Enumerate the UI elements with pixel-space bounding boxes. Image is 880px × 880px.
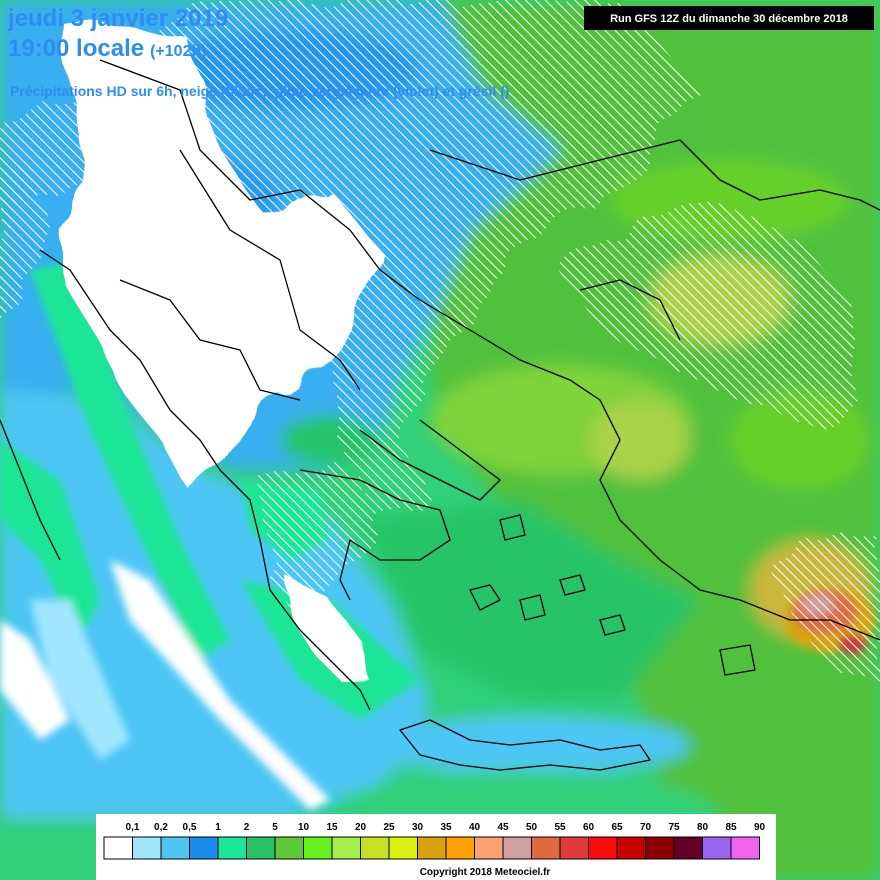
coast-north-aegean [359,419,501,501]
legend-tick-label-0: 0,1 [126,822,140,833]
legend-tick-label-1: 0,2 [154,822,168,833]
legend-swatch-12 [445,836,475,860]
legend-tick-label-11: 35 [440,822,452,833]
island-3 [559,574,586,596]
island-5 [719,644,756,676]
legend-swatch-14 [502,836,532,860]
streak-white-1 [110,560,330,810]
hatch-se [760,530,880,680]
legend-swatch-6 [274,836,304,860]
island-2 [519,594,546,621]
legend-tick-label-12: 40 [469,822,481,833]
coastlines [0,59,880,771]
legend-tick-label-21: 85 [725,822,737,833]
coast-black-sea [429,139,880,211]
date-line: jeudi 3 janvier 2019 [7,5,228,32]
time-line: 19:00 locale (+102h) [8,35,207,62]
field-yellow-green-e [590,400,690,480]
legend-swatch-2 [160,836,190,860]
legend-tick-label-14: 50 [526,822,538,833]
run-info-box [584,6,874,30]
legend-colorbar [103,836,760,860]
legend-swatch-20 [673,836,703,860]
copyright: Copyright 2018 Meteociel.fr [420,867,551,878]
legend-tick-label-22: 90 [754,822,766,833]
legend-swatch-15 [531,836,561,860]
border-balkans-2 [179,149,361,391]
legend-swatch-13 [474,836,504,860]
legend-swatch-1 [132,836,162,860]
legend-tick-label-5: 5 [272,822,278,833]
coast-marmara [579,279,681,341]
legend-swatch-21 [702,836,732,860]
legend-swatch-9 [360,836,390,860]
legend-tick-label-2: 0,5 [183,822,197,833]
legend-swatch-3 [189,836,219,860]
legend-swatch-19 [645,836,675,860]
legend-tick-label-3: 1 [215,822,221,833]
island-4 [599,614,626,636]
coast-adriatic [39,249,221,471]
streak-light-1 [30,600,130,760]
legend-tick-label-16: 60 [583,822,595,833]
border-balkans-3 [119,279,301,401]
coast-greece-east [299,469,451,601]
legend-swatch-10 [388,836,418,860]
legend-tick-label-6: 10 [298,822,310,833]
coast-italy [0,419,61,561]
legend-tick-label-8: 20 [355,822,367,833]
legend-tick-label-10: 30 [412,822,424,833]
legend-swatch-18 [616,836,646,860]
legend-tick-label-17: 65 [611,822,623,833]
subtitle: Précipitations HD sur 6h, neige (blanc),… [10,83,509,99]
legend-swatch-16 [559,836,589,860]
island-6 [499,514,526,541]
hatch-turkey [560,200,860,430]
legend-swatch-17 [588,836,618,860]
run-info: Run GFS 12Z du dimanche 30 décembre 2018 [610,13,848,25]
legend-tick-label-9: 25 [383,822,395,833]
snow-hatch [0,0,880,680]
streak-green-1 [30,260,230,660]
legend-tick-label-18: 70 [640,822,652,833]
streak-white-2 [0,620,70,740]
legend-swatch-22 [730,836,760,860]
legend-swatch-8 [331,836,361,860]
legend-tick-label-13: 45 [497,822,509,833]
legend-swatch-4 [217,836,247,860]
legend-tick-label-19: 75 [668,822,680,833]
coast-turkey [419,299,880,641]
legend-swatch-11 [417,836,447,860]
legend-swatch-7 [303,836,333,860]
coast-greece-west [219,469,371,711]
coast-crete [399,719,651,771]
legend-tick-label-20: 80 [697,822,709,833]
legend-swatch-5 [246,836,276,860]
hatch-greece [260,470,380,620]
legend-swatch-0 [103,836,133,860]
lead-time: (+102h) [150,43,206,60]
legend-tick-label-15: 55 [554,822,566,833]
hatch-nw [0,160,50,320]
legend-tick-label-4: 2 [244,822,250,833]
legend-ticks: 0,1 0,2 0,5 1 2 5 10 15 20 25 30 35 40 45 50 55 60 65 70 75… [126,822,766,833]
field-aegean-band [360,500,700,700]
border-balkans-1 [99,59,421,301]
island-1 [469,584,501,611]
hatch-north [0,0,700,520]
legend-tick-label-7: 15 [326,822,338,833]
time-label: 19:00 locale [8,35,144,62]
